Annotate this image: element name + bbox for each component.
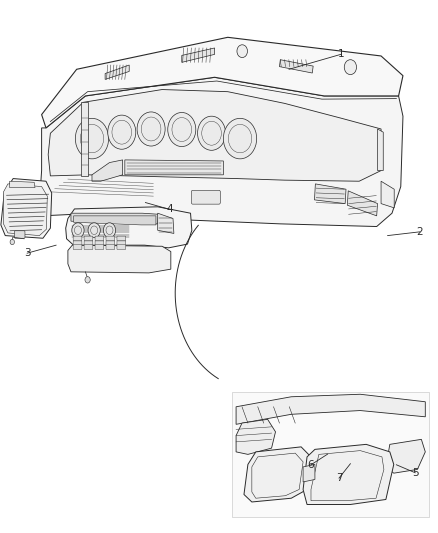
FancyBboxPatch shape bbox=[84, 245, 93, 249]
FancyBboxPatch shape bbox=[95, 245, 104, 249]
Circle shape bbox=[198, 116, 226, 150]
FancyBboxPatch shape bbox=[106, 245, 115, 249]
Circle shape bbox=[75, 118, 109, 159]
Polygon shape bbox=[48, 90, 381, 181]
Polygon shape bbox=[81, 102, 88, 176]
Circle shape bbox=[88, 223, 100, 238]
Polygon shape bbox=[303, 445, 394, 504]
Circle shape bbox=[168, 112, 196, 147]
FancyBboxPatch shape bbox=[232, 392, 429, 517]
Text: 1: 1 bbox=[337, 50, 344, 59]
Circle shape bbox=[85, 277, 90, 283]
Polygon shape bbox=[347, 191, 378, 216]
Text: 2: 2 bbox=[416, 227, 423, 237]
Polygon shape bbox=[92, 160, 123, 181]
Polygon shape bbox=[236, 419, 276, 454]
FancyBboxPatch shape bbox=[73, 236, 82, 241]
Polygon shape bbox=[42, 37, 403, 128]
FancyBboxPatch shape bbox=[106, 236, 115, 241]
FancyBboxPatch shape bbox=[73, 241, 82, 246]
Text: 4: 4 bbox=[166, 205, 173, 214]
Text: 3: 3 bbox=[24, 248, 31, 258]
Polygon shape bbox=[378, 129, 383, 171]
FancyBboxPatch shape bbox=[84, 236, 93, 241]
FancyBboxPatch shape bbox=[117, 236, 126, 241]
Text: 6: 6 bbox=[307, 460, 314, 470]
Polygon shape bbox=[105, 65, 129, 79]
Circle shape bbox=[137, 112, 165, 146]
Text: 5: 5 bbox=[412, 468, 419, 478]
Polygon shape bbox=[236, 394, 425, 424]
FancyBboxPatch shape bbox=[106, 241, 115, 246]
Polygon shape bbox=[279, 60, 313, 73]
Polygon shape bbox=[4, 184, 47, 236]
FancyBboxPatch shape bbox=[191, 190, 220, 204]
Circle shape bbox=[223, 118, 257, 159]
Polygon shape bbox=[125, 160, 223, 175]
Text: 7: 7 bbox=[336, 473, 343, 483]
Circle shape bbox=[344, 60, 357, 75]
Polygon shape bbox=[1, 179, 52, 238]
Polygon shape bbox=[158, 213, 174, 233]
FancyBboxPatch shape bbox=[117, 245, 126, 249]
FancyBboxPatch shape bbox=[73, 245, 82, 249]
Polygon shape bbox=[244, 447, 311, 502]
Polygon shape bbox=[386, 439, 425, 473]
Circle shape bbox=[10, 239, 14, 245]
FancyBboxPatch shape bbox=[14, 231, 25, 238]
Polygon shape bbox=[39, 77, 403, 227]
Polygon shape bbox=[10, 181, 35, 188]
FancyBboxPatch shape bbox=[95, 236, 104, 241]
Polygon shape bbox=[381, 181, 394, 208]
Polygon shape bbox=[66, 207, 192, 248]
Polygon shape bbox=[303, 464, 315, 482]
FancyBboxPatch shape bbox=[95, 241, 104, 246]
FancyBboxPatch shape bbox=[117, 241, 126, 246]
Circle shape bbox=[108, 115, 136, 149]
Polygon shape bbox=[71, 213, 159, 224]
Polygon shape bbox=[182, 48, 215, 62]
Circle shape bbox=[72, 223, 84, 238]
Polygon shape bbox=[314, 184, 346, 204]
FancyBboxPatch shape bbox=[84, 241, 93, 246]
Polygon shape bbox=[74, 216, 156, 225]
Polygon shape bbox=[68, 245, 171, 273]
Circle shape bbox=[103, 223, 116, 238]
Circle shape bbox=[237, 45, 247, 58]
